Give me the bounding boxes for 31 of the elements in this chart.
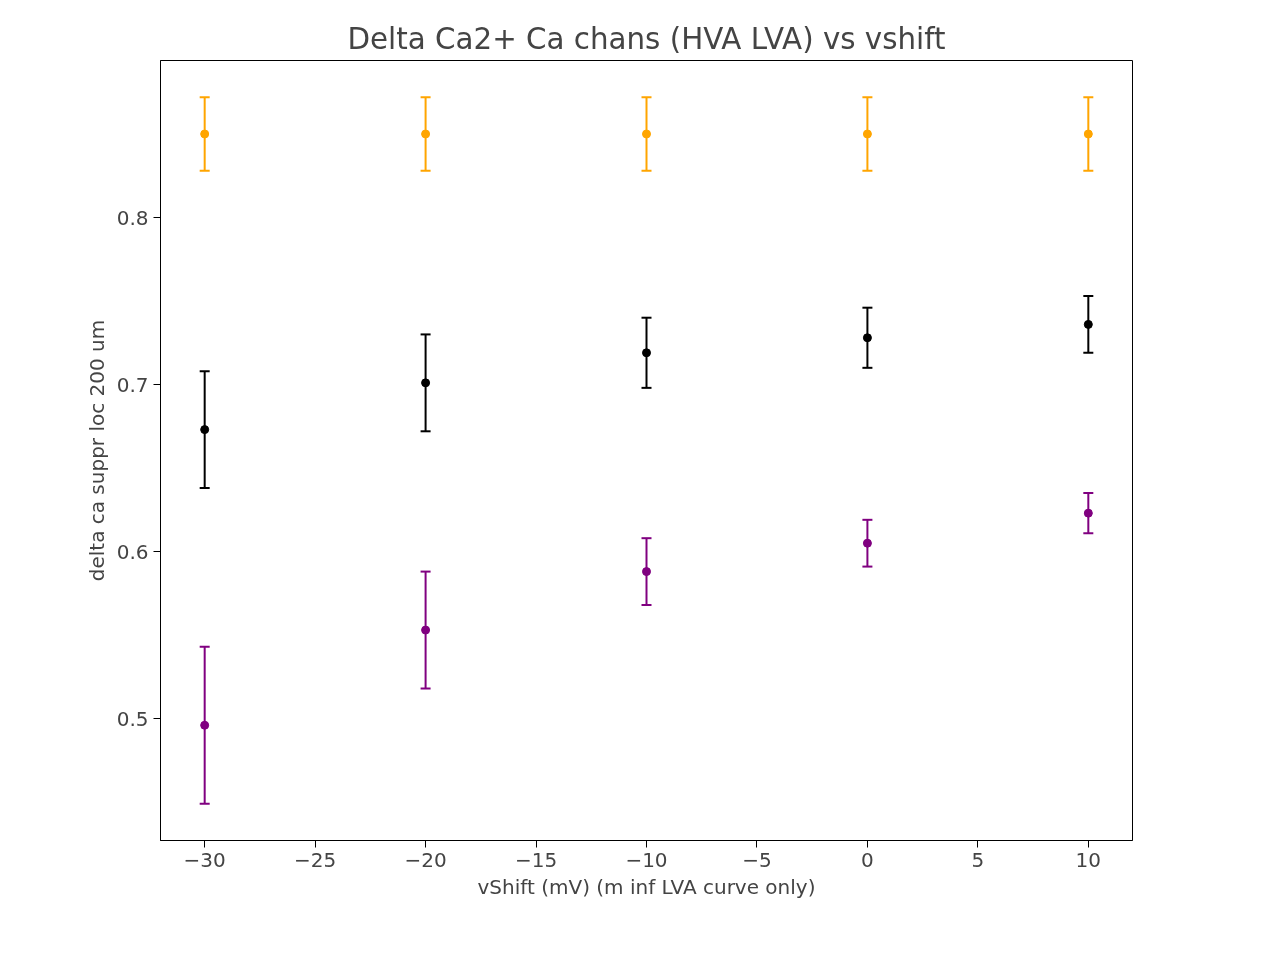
- y-tick-label: 0.6: [116, 539, 149, 564]
- y-tick-label: 0.7: [116, 372, 149, 397]
- point: [421, 625, 431, 635]
- x-tick-label: −30: [183, 847, 226, 872]
- point: [200, 129, 210, 139]
- x-tick-label: 0: [861, 847, 874, 872]
- point: [421, 378, 431, 388]
- point: [862, 333, 872, 343]
- x-tick-label: −10: [625, 847, 668, 872]
- point: [642, 567, 651, 577]
- point: [1083, 129, 1093, 139]
- x-tick-label: 10: [1075, 847, 1102, 872]
- point: [642, 129, 651, 139]
- y-axis-title: delta ca suppr loc 200 um: [84, 319, 109, 582]
- point: [862, 538, 872, 548]
- x-tick-label: −5: [742, 847, 772, 872]
- point: [200, 425, 210, 435]
- x-axis-title: vShift (mV) (m inf LVA curve only): [477, 874, 816, 899]
- x-tick-label: −20: [404, 847, 447, 872]
- x-tick-label: −25: [294, 847, 337, 872]
- chart-title: Delta Ca2+ Ca chans (HVA LVA) vs vshift: [347, 21, 946, 56]
- x-tick-label: 5: [971, 847, 985, 872]
- point: [1083, 319, 1093, 329]
- y-tick-label: 0.5: [116, 706, 149, 731]
- point: [421, 129, 431, 139]
- y-tick-label: 0.8: [116, 205, 149, 230]
- point: [200, 720, 210, 730]
- point: [642, 348, 651, 358]
- x-tick-label: −15: [514, 847, 558, 872]
- point: [862, 129, 872, 139]
- point: [1083, 508, 1093, 518]
